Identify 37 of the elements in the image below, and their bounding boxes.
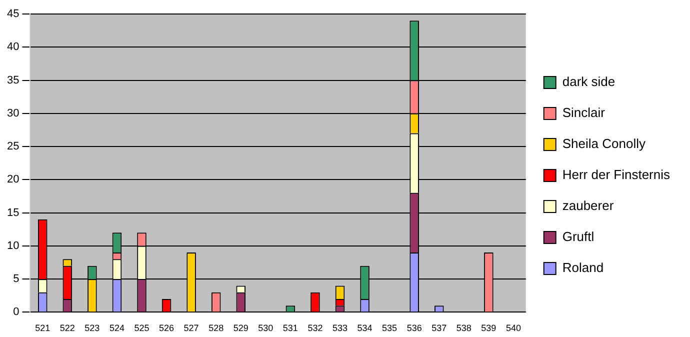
x-tick-label: 526 [159,323,174,334]
x-tick-label: 535 [382,323,398,334]
y-tick-label: 30 [6,107,20,120]
x-tick-label: 538 [456,323,472,334]
x-tick-label: 527 [184,323,199,334]
legend-label: Sheila Conolly [562,136,646,152]
x-tick-label: 537 [432,323,447,334]
x-tick-label: 531 [282,323,298,334]
x-tick-label: 525 [134,323,150,334]
x-tick-label: 522 [60,323,75,334]
y-tick-label: 5 [13,273,20,286]
y-tick-label: 45 [6,8,20,20]
y-tick-label: 25 [6,140,20,153]
x-tick-label: 524 [109,323,124,334]
y-tick-label: 20 [6,174,20,186]
x-tick-label: 539 [481,323,496,334]
x-tick-label: 532 [308,323,323,334]
y-tick-label: 10 [6,240,20,252]
x-tick-label: 528 [208,323,224,334]
y-tick-label: 15 [6,206,20,219]
x-tick-label: 530 [258,323,274,334]
x-tick-label: 536 [406,323,422,334]
x-tick-label: 529 [233,323,248,334]
x-tick-label: 534 [357,323,372,334]
y-tick-label: 40 [6,41,20,54]
legend-label: Sinclair [562,105,606,120]
legend-label: dark side [562,74,616,90]
legend-label: Gruftl [562,229,594,244]
y-tick-label: 35 [6,74,20,86]
legend-label: Roland [562,260,604,276]
y-tick-label: 0 [13,306,20,318]
x-tick-label: 540 [506,323,521,334]
x-tick-label: 533 [332,323,348,334]
legend-label: Herr der Finsternis [562,167,670,182]
legend-label: zauberer [562,198,614,214]
x-tick-label: 523 [84,323,100,334]
x-tick-label: 521 [35,323,50,334]
